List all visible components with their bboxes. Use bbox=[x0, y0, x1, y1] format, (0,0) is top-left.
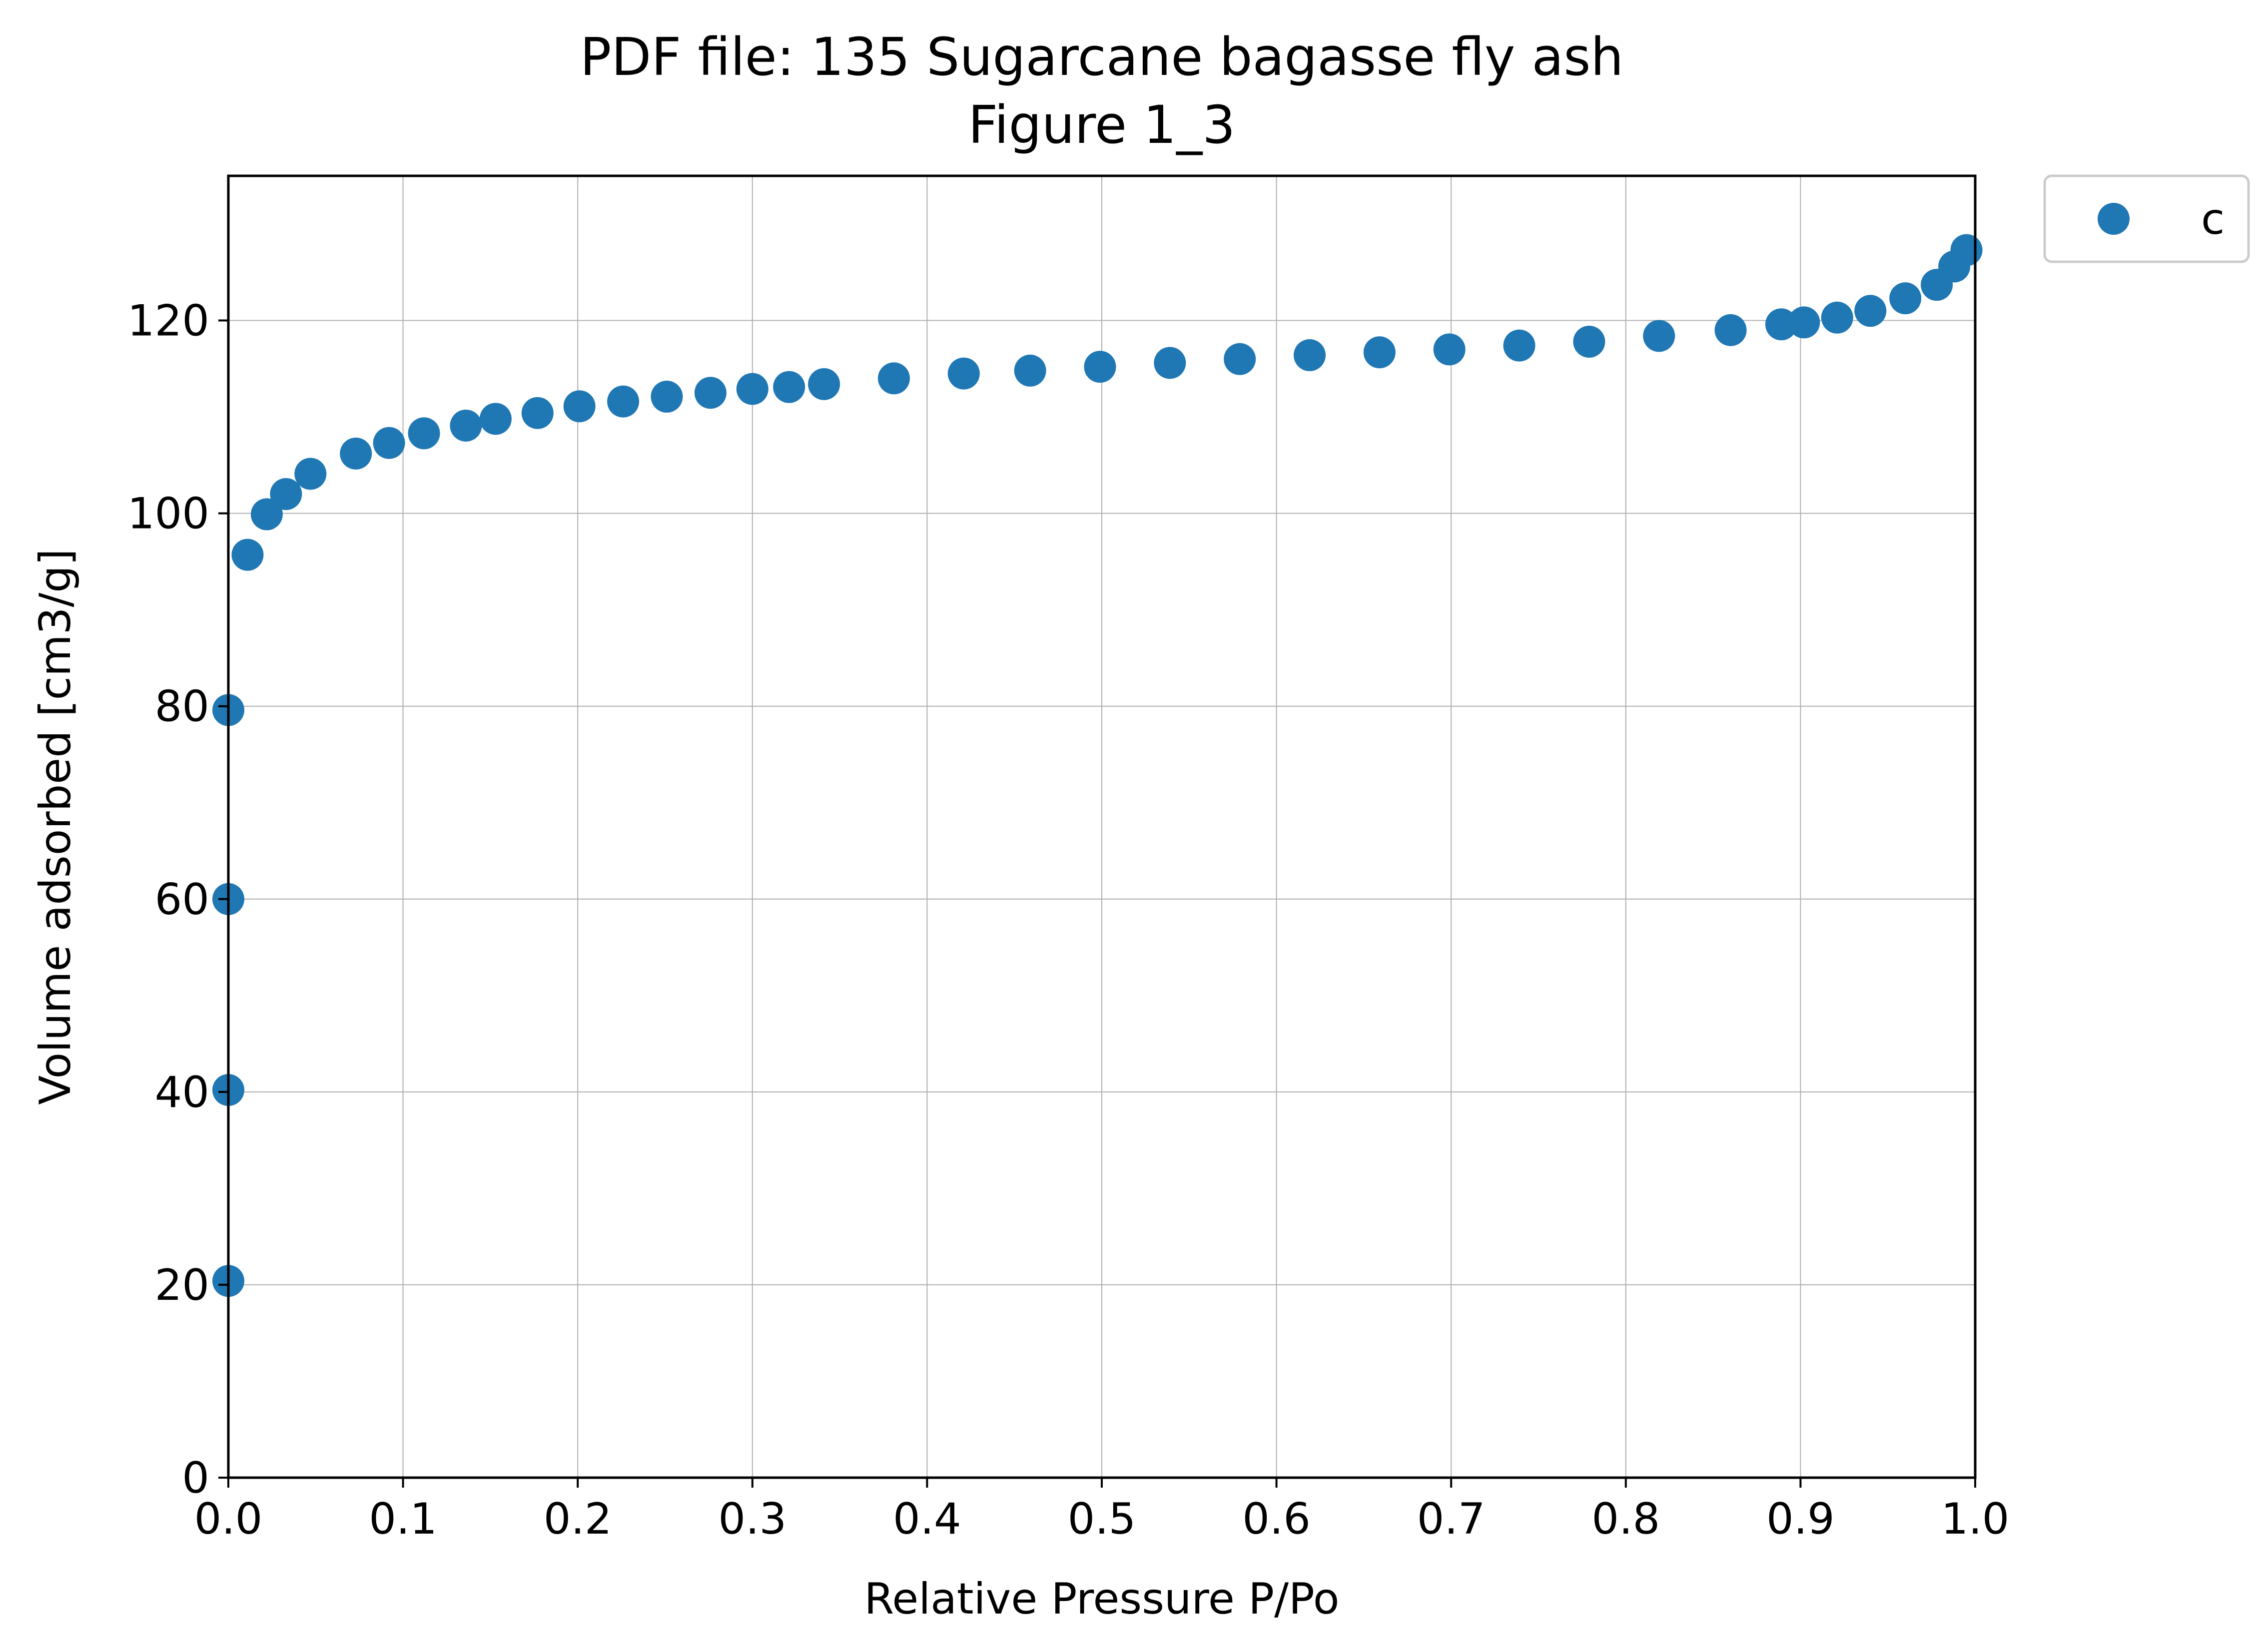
x-tick-label: 0.7 bbox=[1417, 1494, 1486, 1544]
data-point bbox=[340, 437, 372, 470]
data-point bbox=[607, 385, 640, 418]
data-point bbox=[563, 390, 596, 423]
x-tick-label: 1.0 bbox=[1941, 1494, 2010, 1544]
data-point bbox=[947, 357, 980, 390]
x-tick-label: 0.1 bbox=[369, 1494, 437, 1544]
y-tick-label: 0 bbox=[182, 1453, 209, 1503]
data-point bbox=[521, 397, 554, 429]
y-tick-label: 40 bbox=[155, 1068, 209, 1117]
data-point bbox=[877, 362, 910, 395]
data-point bbox=[808, 368, 840, 400]
x-axis-ticks: 0.0 0.1 0.2 0.3 0.4 0.5 0.6 0.7 0.8 0.9 1.0 bbox=[194, 1478, 2010, 1544]
y-tick-label: 120 bbox=[127, 296, 209, 346]
data-point bbox=[694, 377, 727, 409]
data-point bbox=[294, 458, 327, 490]
x-tick-label: 0.6 bbox=[1242, 1494, 1311, 1544]
y-tick-label: 100 bbox=[127, 489, 209, 539]
y-axis-label: Volume adsorbed [cm3/g] bbox=[30, 549, 80, 1104]
legend: c bbox=[2043, 174, 2250, 263]
data-point bbox=[1224, 343, 1256, 375]
data-point bbox=[1788, 306, 1820, 339]
data-point bbox=[373, 427, 405, 459]
data-point bbox=[1643, 320, 1675, 352]
data-point bbox=[1363, 336, 1396, 369]
data-point bbox=[1854, 295, 1887, 327]
data-point bbox=[1821, 301, 1853, 334]
data-point bbox=[773, 371, 805, 403]
y-tick-label: 20 bbox=[155, 1260, 209, 1310]
legend-marker-c bbox=[2098, 203, 2130, 235]
data-point bbox=[479, 403, 512, 435]
data-point bbox=[736, 373, 768, 405]
data-point bbox=[270, 478, 302, 511]
data-point bbox=[1503, 329, 1535, 362]
data-point bbox=[1084, 351, 1116, 383]
data-points bbox=[212, 234, 1983, 1297]
x-tick-label: 0.2 bbox=[544, 1494, 612, 1544]
data-point bbox=[1714, 314, 1747, 346]
data-point bbox=[1889, 282, 1922, 315]
data-point bbox=[231, 539, 264, 571]
x-tick-label: 0.5 bbox=[1068, 1494, 1136, 1544]
data-point bbox=[408, 417, 440, 450]
x-tick-label: 0.9 bbox=[1766, 1494, 1835, 1544]
legend-box bbox=[2043, 174, 2250, 263]
data-point bbox=[1154, 347, 1186, 379]
x-tick-label: 0.8 bbox=[1591, 1494, 1660, 1544]
chart-title: PDF file: 135 Sugarcane bagasse fly ash bbox=[580, 26, 1624, 87]
x-tick-label: 0.4 bbox=[893, 1494, 961, 1544]
data-point bbox=[1433, 333, 1466, 366]
data-point bbox=[1014, 354, 1046, 387]
data-point bbox=[651, 381, 683, 413]
data-point bbox=[450, 409, 482, 442]
x-tick-label: 0.0 bbox=[194, 1494, 263, 1544]
x-tick-label: 0.3 bbox=[718, 1494, 786, 1544]
data-point bbox=[1573, 326, 1605, 358]
chart-subtitle: Figure 1_3 bbox=[968, 94, 1236, 155]
y-axis-ticks: 0 20 40 60 80 100 120 bbox=[127, 296, 228, 1503]
legend-label-c: c bbox=[2201, 194, 2225, 244]
x-axis-label: Relative Pressure P/Po bbox=[864, 1574, 1340, 1624]
y-tick-label: 60 bbox=[155, 875, 209, 925]
data-point bbox=[1294, 339, 1326, 372]
data-point bbox=[1950, 234, 1983, 266]
y-tick-label: 80 bbox=[155, 682, 209, 732]
data-point bbox=[250, 498, 283, 531]
